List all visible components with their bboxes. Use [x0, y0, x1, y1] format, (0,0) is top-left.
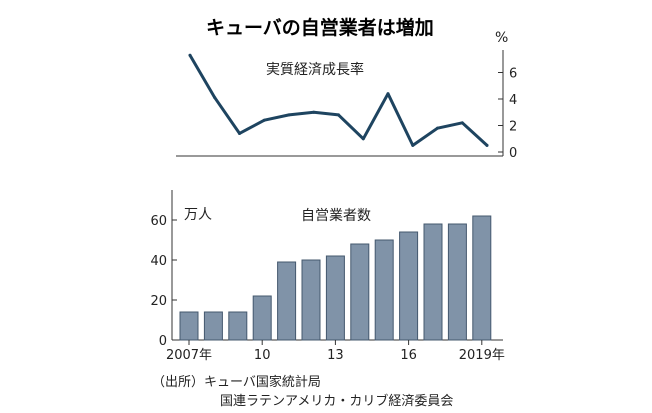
bar-2015: [374, 239, 394, 341]
growth-rate-point: [287, 113, 291, 117]
growth-rate-point: [485, 143, 489, 147]
bar-x-tick-label: 2007年: [166, 348, 212, 363]
growth-rate-point: [386, 92, 390, 96]
growth-rate-point: [262, 118, 266, 122]
bar-2009: [228, 311, 248, 341]
line-y-tick-label: 0: [509, 146, 517, 161]
source-line-1: （出所）キューバ国家統計局: [152, 374, 321, 390]
bar-2014: [350, 243, 370, 341]
line-y-tick-label: 6: [509, 67, 517, 82]
bar-y-tick-label: 0: [159, 334, 167, 349]
bar-2011: [277, 261, 297, 341]
bar-chart-unit: 万人: [184, 207, 212, 223]
bar-2010: [252, 295, 272, 341]
growth-rate-point: [238, 131, 241, 135]
bar-x-tick-label: 16: [400, 348, 417, 363]
line-y-tick-label: 2: [509, 120, 517, 135]
bar-2018: [447, 223, 467, 341]
bar-y-tick-label: 20: [150, 294, 167, 309]
growth-rate-point: [436, 126, 439, 130]
bar-2012: [301, 259, 321, 341]
bar-y-tick-label: 60: [150, 214, 167, 229]
bar-x-tick-label: 10: [254, 348, 271, 363]
line-y-tick-label: 4: [509, 93, 517, 108]
chart-title: キューバの自営業者は増加: [206, 16, 434, 39]
growth-rate-point: [213, 96, 217, 100]
bar-y-tick-label: 40: [150, 254, 167, 269]
bar-2013: [325, 255, 345, 341]
line-chart-unit: %: [495, 30, 508, 46]
bar-chart-y-ticks: 0 20 40 60: [150, 214, 177, 349]
growth-rate-point: [312, 110, 316, 114]
bar-chart-bars: [179, 215, 492, 341]
bar-x-tick-label: 2019年: [459, 348, 505, 363]
self-employed-bar-chart: 自営業者数 万人 0 20 40 60 2007年 10 13 16 2019年: [150, 190, 505, 363]
bar-2007: [179, 311, 199, 341]
bar-2017: [423, 223, 443, 341]
line-chart-y-ticks: 0 2 4 6: [498, 67, 517, 161]
growth-rate-point: [337, 113, 340, 117]
growth-rate-point: [411, 143, 415, 147]
line-chart-series: [188, 53, 489, 147]
growth-rate-point: [188, 53, 192, 57]
bar-2019: [472, 215, 492, 341]
growth-rate-point: [361, 137, 365, 141]
line-chart-label: 実質経済成長率: [266, 61, 364, 78]
growth-rate-point: [460, 121, 464, 125]
bar-2016: [399, 231, 419, 341]
bar-chart-x-ticks: 2007年 10 13 16 2019年: [166, 340, 505, 363]
source-line-2: 国連ラテンアメリカ・カリブ経済委員会: [220, 393, 453, 409]
bar-2008: [203, 311, 223, 341]
bar-x-tick-label: 13: [327, 348, 344, 363]
bar-chart-label: 自営業者数: [301, 208, 371, 224]
growth-rate-line-chart: 実質経済成長率 % 0 2 4 6: [176, 30, 517, 161]
